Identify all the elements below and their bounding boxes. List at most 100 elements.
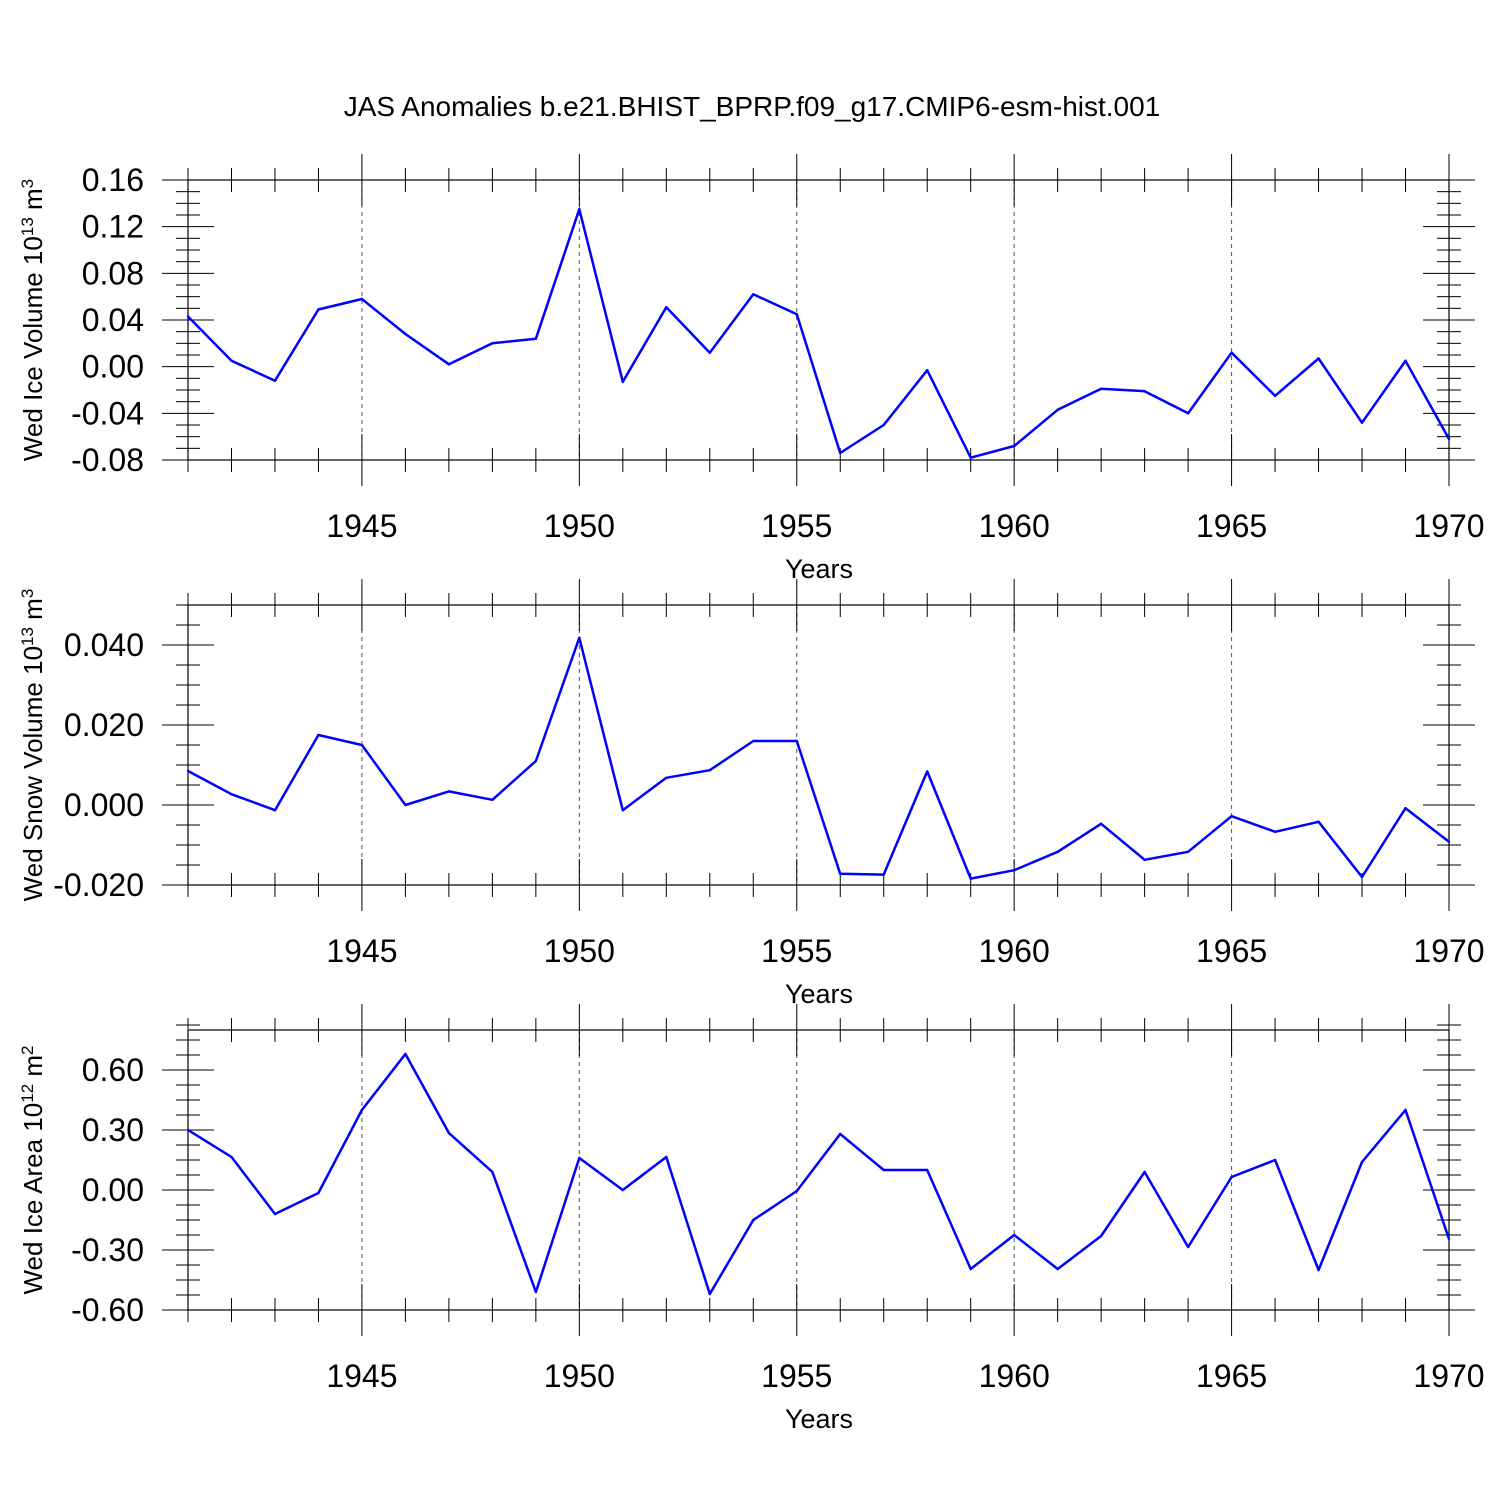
data-point <box>839 1132 842 1136</box>
y-tick-label: -0.04 <box>71 395 144 431</box>
x-tick-label: 1960 <box>979 1358 1050 1394</box>
data-point <box>447 790 451 793</box>
x-tick-label: 1970 <box>1413 1358 1484 1394</box>
figure-title: JAS Anomalies b.e21.BHIST_BPRP.f09_g17.C… <box>344 91 1161 122</box>
data-point <box>578 207 581 211</box>
data-point <box>1143 1170 1146 1174</box>
data-point <box>230 359 233 363</box>
data-point <box>621 380 625 384</box>
series-line <box>187 1052 1451 1296</box>
data-point <box>1273 830 1277 833</box>
data-point <box>1360 1160 1364 1164</box>
data-point <box>882 423 885 427</box>
data-point <box>317 308 320 311</box>
data-point <box>360 1108 364 1112</box>
x-tick-label: 1970 <box>1413 933 1484 969</box>
data-point <box>708 769 711 772</box>
data-point <box>273 809 277 812</box>
data-point <box>1447 437 1451 441</box>
y-tick-label: 0.04 <box>82 302 144 338</box>
x-tick-label: 1955 <box>761 933 832 969</box>
data-point <box>1230 815 1233 818</box>
data-point <box>1012 869 1016 872</box>
data-point <box>186 769 190 773</box>
data-point <box>752 739 755 743</box>
y-tick-label: -0.08 <box>71 442 144 478</box>
data-point <box>317 1191 320 1195</box>
data-point <box>1143 858 1146 861</box>
data-point <box>1447 840 1451 843</box>
data-point <box>1230 1175 1233 1179</box>
x-tick-label: 1945 <box>326 1358 397 1394</box>
data-point <box>534 1290 538 1294</box>
data-point <box>1404 807 1407 810</box>
y-tick-label: 0.12 <box>82 209 144 245</box>
data-point <box>708 351 711 354</box>
y-tick-label: 0.020 <box>64 707 144 743</box>
data-point <box>447 363 451 366</box>
data-point <box>621 809 625 812</box>
data-point <box>969 456 972 459</box>
x-tick-label: 1945 <box>326 933 397 969</box>
data-point <box>404 803 407 807</box>
data-point <box>926 368 929 372</box>
x-tick-label: 1965 <box>1196 1358 1267 1394</box>
y-tick-label: 0.00 <box>82 1172 144 1208</box>
data-point <box>1143 389 1146 393</box>
data-point <box>1056 408 1059 412</box>
y-axis-label: Wed Ice Area 1012 m2 <box>18 1045 49 1294</box>
data-point <box>1447 1237 1451 1241</box>
data-point <box>447 1131 451 1135</box>
x-tick-label: 1945 <box>326 508 397 544</box>
y-tick-label: 0.000 <box>64 787 144 823</box>
y-tick-label: 0.040 <box>64 627 144 663</box>
data-point <box>1273 1158 1277 1162</box>
data-point <box>839 872 842 875</box>
data-point <box>491 1170 494 1174</box>
data-point <box>708 1292 711 1296</box>
data-point <box>360 297 364 301</box>
data-point <box>926 1168 929 1172</box>
x-tick-label: 1965 <box>1196 933 1267 969</box>
data-point <box>404 332 407 336</box>
data-point <box>665 776 668 779</box>
y-tick-label: -0.020 <box>53 867 144 903</box>
plot-frame <box>187 179 1450 461</box>
series-line <box>187 636 1450 880</box>
data-point <box>534 337 538 340</box>
x-tick-label: 1970 <box>1413 508 1484 544</box>
x-tick-label: 1950 <box>544 933 615 969</box>
data-point <box>926 770 929 773</box>
data-point <box>273 1212 277 1216</box>
data-point <box>491 798 494 801</box>
data-point <box>1099 822 1103 825</box>
data-point <box>1360 421 1364 424</box>
data-point <box>534 759 538 763</box>
x-tick-label: 1955 <box>761 1358 832 1394</box>
data-point <box>1230 351 1233 354</box>
data-point <box>1317 820 1320 823</box>
x-tick-label: 1950 <box>544 1358 615 1394</box>
data-point <box>969 1267 972 1271</box>
data-point <box>665 1155 668 1159</box>
data-point <box>230 1155 233 1159</box>
x-axis-label: Years <box>785 979 853 1009</box>
data-point <box>752 1218 755 1222</box>
y-tick-label: 0.08 <box>82 255 144 291</box>
data-point <box>1099 387 1103 391</box>
panel-ice-area: -0.60 -0.30 0.00 0.30 0.60 1945 1950 1955 1960 19… <box>18 1004 1485 1434</box>
panel-snow-volume: -0.020 0.000 0.020 0.040 1945 1950 1955 1960 196… <box>18 579 1485 1009</box>
data-point <box>882 873 885 876</box>
data-point <box>795 1189 798 1193</box>
data-point <box>317 733 320 737</box>
data-point <box>1012 1233 1016 1237</box>
plot-frame <box>187 1029 1450 1311</box>
y-tick-label: 0.60 <box>82 1052 144 1088</box>
data-point <box>969 877 972 880</box>
y-tick-label: 0.00 <box>82 349 144 385</box>
data-point <box>578 636 581 639</box>
data-point <box>795 312 798 316</box>
y-tick-label: 0.16 <box>82 162 144 198</box>
x-tick-label: 1960 <box>979 933 1050 969</box>
